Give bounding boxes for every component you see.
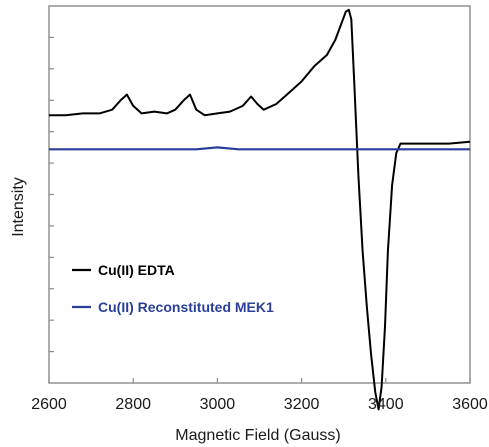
x-tick-label: 3200 [284,396,320,413]
x-tick-label: 2800 [115,396,151,413]
x-tick-label: 2600 [31,396,67,413]
legend-label-cu-edta: Cu(II) EDTA [98,262,175,278]
x-tick-label: 3400 [368,396,404,413]
legend-label-cu-mek1: Cu(II) Reconstituted MEK1 [98,299,274,315]
x-tick-label: 3600 [452,396,488,413]
x-axis-tick-labels: 2600 2800 3000 3200 3400 3600 [31,396,488,413]
series-lines [49,8,471,411]
legend: Cu(II) EDTA Cu(II) Reconstituted MEK1 [72,262,274,315]
x-axis-ticks [48,378,471,383]
series-line-cu-mek1 [49,146,470,151]
y-axis-title: Intensity [10,177,27,237]
x-axis-title: Magnetic Field (Gauss) [175,427,340,444]
x-tick-label: 3000 [200,396,236,413]
y-axis-ticks [49,36,54,353]
plot-area: Cu(II) EDTA Cu(II) Reconstituted MEK1 [48,5,471,411]
series-line-cu-edta [49,8,471,411]
